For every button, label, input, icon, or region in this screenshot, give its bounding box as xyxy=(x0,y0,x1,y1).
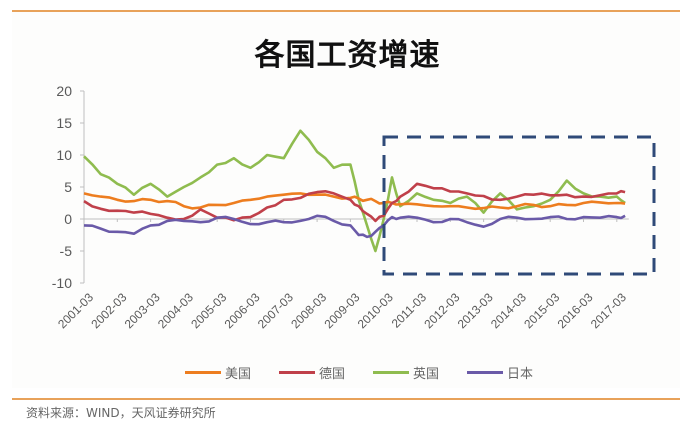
legend-label-us: 美国 xyxy=(225,367,252,382)
y-tick-label: 10 xyxy=(56,147,72,163)
series-line-美国 xyxy=(83,192,626,211)
x-tick-label: 2013-03 xyxy=(455,290,496,331)
x-tick-label: 2005-03 xyxy=(188,290,229,331)
legend-swatch-uk xyxy=(373,371,410,374)
x-tick-label: 2010-03 xyxy=(355,290,396,331)
x-tick-label: 2004-03 xyxy=(155,290,196,331)
legend-label-jp: 日本 xyxy=(507,367,534,382)
x-tick-label: 2016-03 xyxy=(555,290,596,331)
top-accent-line xyxy=(12,10,680,12)
legend: 美国 德国 英国 日本 xyxy=(185,363,533,382)
legend-swatch-jp xyxy=(467,371,504,374)
x-tick-label: 2015-03 xyxy=(521,290,562,331)
chart-title: 各国工资增速 xyxy=(254,38,441,73)
x-tick-label: 2009-03 xyxy=(321,290,362,331)
legend-label-de: 德国 xyxy=(319,367,346,382)
x-tick-label: 2002-03 xyxy=(88,290,129,331)
y-tick-label: 5 xyxy=(64,179,72,195)
x-tick-label: 2008-03 xyxy=(288,290,329,331)
legend-item-jp: 日本 xyxy=(467,363,533,382)
source-note: 资料来源：WIND，天风证券研究所 xyxy=(26,406,216,420)
y-tick-label: -10 xyxy=(52,275,72,291)
series-line-德国 xyxy=(83,182,626,223)
x-tick-label: 2001-03 xyxy=(55,290,96,331)
bottom-accent-line xyxy=(12,398,680,400)
y-tick-label: -5 xyxy=(60,243,73,259)
x-tick-label: 2006-03 xyxy=(222,290,263,331)
highlight-box xyxy=(382,135,656,276)
legend-item-de: 德国 xyxy=(279,363,345,382)
legend-label-uk: 英国 xyxy=(413,367,440,382)
x-tick-label: 2003-03 xyxy=(122,290,163,331)
legend-swatch-de xyxy=(279,371,316,374)
legend-item-us: 美国 xyxy=(185,363,251,382)
series-lines xyxy=(83,129,626,253)
x-tick-label: 2014-03 xyxy=(488,290,529,331)
x-tick-label: 2017-03 xyxy=(588,290,629,331)
series-line-英国 xyxy=(83,129,626,253)
legend-item-uk: 英国 xyxy=(373,363,439,382)
y-tick-label: 15 xyxy=(56,115,72,131)
y-tick-label: 0 xyxy=(64,211,72,227)
x-tick-label: 2012-03 xyxy=(421,290,462,331)
x-tick-label: 2007-03 xyxy=(255,290,296,331)
y-tick-label: 20 xyxy=(56,83,72,99)
series-line-日本 xyxy=(83,214,626,239)
legend-swatch-us xyxy=(185,371,221,374)
